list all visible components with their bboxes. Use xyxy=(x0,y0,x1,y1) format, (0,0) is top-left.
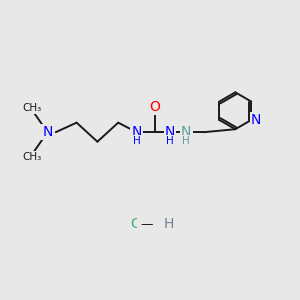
Text: CH₃: CH₃ xyxy=(22,152,42,161)
Text: H: H xyxy=(182,136,190,146)
Text: CH₃: CH₃ xyxy=(22,103,42,113)
Text: H: H xyxy=(133,136,140,146)
Text: N: N xyxy=(251,113,261,127)
Text: —: — xyxy=(137,218,158,231)
Text: N: N xyxy=(181,124,191,139)
Text: N: N xyxy=(42,125,52,139)
Text: O: O xyxy=(150,100,160,114)
Text: H: H xyxy=(164,217,174,231)
Text: H: H xyxy=(166,136,174,146)
Text: Cl: Cl xyxy=(130,217,144,231)
Text: N: N xyxy=(131,124,142,139)
Text: N: N xyxy=(165,124,175,139)
